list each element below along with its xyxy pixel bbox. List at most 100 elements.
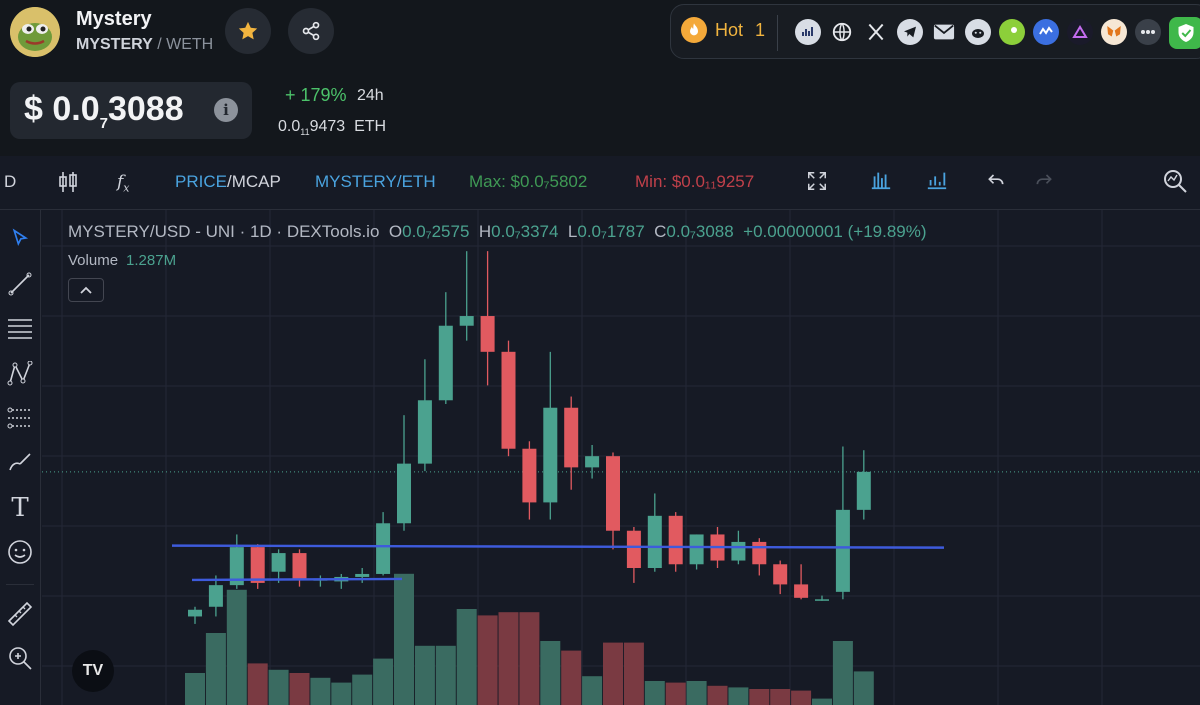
volume-bar <box>268 669 289 705</box>
chevron-up-icon <box>80 286 92 294</box>
volume-bar <box>770 689 791 705</box>
volume-value: 1.287M <box>126 252 177 269</box>
x-icon[interactable] <box>863 19 889 45</box>
volume-bar <box>540 641 561 705</box>
candle-body <box>856 471 871 510</box>
horizontal-lines-icon[interactable] <box>4 312 36 344</box>
metamask-icon[interactable] <box>1101 19 1127 45</box>
drawing-toolbar: T <box>0 210 41 705</box>
pepe-avatar-icon <box>10 7 60 57</box>
telegram-icon[interactable] <box>897 19 923 45</box>
divider <box>777 15 778 51</box>
candle-body <box>543 407 558 503</box>
social-icons <box>795 19 1161 45</box>
token-header: Mystery MYSTERY / WETH Hot 1 <box>0 0 1200 156</box>
volume-bar <box>561 650 582 705</box>
info-icon[interactable]: i <box>214 98 238 122</box>
candle-body <box>647 515 662 568</box>
candle-body <box>731 541 746 561</box>
dextools-icon[interactable] <box>795 19 821 45</box>
indicators-icon[interactable]: fx <box>117 172 130 195</box>
favorite-button[interactable] <box>225 8 271 54</box>
volume-bar <box>832 641 853 705</box>
candle-body <box>815 599 829 601</box>
volume-bar <box>414 645 435 705</box>
candle-body <box>752 541 767 565</box>
volume-bar <box>226 589 247 705</box>
candle-body <box>668 515 683 565</box>
candle-body <box>250 547 265 583</box>
volume-bar <box>853 671 874 705</box>
volume-bar <box>247 663 268 705</box>
candle-body <box>188 609 202 617</box>
min-price: Min: $0.0₁₁9257 <box>635 172 755 191</box>
eth-price: 0.0119473 ETH <box>278 118 387 138</box>
price-mcap-toggle[interactable]: PRICE/MCAP <box>175 172 281 191</box>
collapse-legend-button[interactable] <box>68 278 104 302</box>
candle-body <box>417 400 432 464</box>
volume-bar <box>519 612 540 705</box>
undo-icon[interactable] <box>986 170 1006 195</box>
volume-bars-icon[interactable] <box>870 169 892 196</box>
change-period: 24h <box>357 87 384 104</box>
dapp-icon[interactable] <box>1067 19 1093 45</box>
fib-icon[interactable] <box>4 402 36 434</box>
hot-badge[interactable]: Hot 1 <box>681 17 765 43</box>
mail-icon[interactable] <box>931 19 957 45</box>
candlestick-chart[interactable] <box>42 210 1200 705</box>
coinmarketcap-icon[interactable] <box>1033 19 1059 45</box>
pair-toggle[interactable]: MYSTERY/ETH <box>315 172 436 191</box>
cursor-icon[interactable] <box>4 222 36 254</box>
trendline-icon[interactable] <box>4 268 36 300</box>
candle-body <box>794 584 809 598</box>
candle-body <box>438 325 453 401</box>
social-links-bar: Hot 1 <box>670 4 1200 59</box>
candle-body <box>564 407 579 468</box>
legend-title: MYSTERY/USD - UNI · 1D · DEXTools.io <box>68 222 380 241</box>
token-pair: MYSTERY / WETH <box>76 36 213 54</box>
chart-type-icon[interactable] <box>926 169 948 196</box>
text-icon[interactable]: T <box>11 493 29 523</box>
globe-icon[interactable] <box>829 19 855 45</box>
legend-close: 0.0₇3088 <box>666 222 734 241</box>
share-button[interactable] <box>288 8 334 54</box>
more-icon[interactable] <box>1135 19 1161 45</box>
volume-bar <box>791 690 812 705</box>
volume-bar <box>686 681 707 705</box>
volume-bar <box>728 687 749 705</box>
tradingview-logo[interactable]: TV <box>72 650 114 692</box>
volume-bar <box>644 681 665 705</box>
legend-change: +0.00000001 (+19.89%) <box>743 222 927 241</box>
fullscreen-icon[interactable] <box>806 170 828 197</box>
candle-body <box>376 523 391 574</box>
redo-icon[interactable] <box>1034 170 1054 195</box>
reddit-icon[interactable] <box>965 19 991 45</box>
pattern-icon[interactable] <box>4 358 36 390</box>
zoom-chart-icon[interactable] <box>1162 168 1188 199</box>
candle-body <box>606 456 620 531</box>
volume-bar <box>623 642 644 705</box>
candle-body <box>459 316 474 326</box>
volume-bar <box>707 685 728 705</box>
share-icon <box>302 21 320 41</box>
ruler-icon[interactable] <box>4 598 36 630</box>
green-dex-icon[interactable] <box>999 19 1025 45</box>
candle-body <box>271 553 286 572</box>
candle-body <box>480 316 495 352</box>
emoji-icon[interactable] <box>4 536 36 568</box>
interval-button[interactable]: D <box>4 172 17 191</box>
candles-icon[interactable] <box>58 170 78 199</box>
support-line <box>171 544 945 549</box>
quote-symbol: WETH <box>166 36 214 53</box>
candle-body <box>585 456 600 468</box>
volume-bar <box>812 698 832 705</box>
brush-icon[interactable] <box>4 446 36 478</box>
volume-bar <box>331 682 352 705</box>
chart-panel: D fx PRICE/MCAP MYSTERY/ETH Max: $0.0₇58… <box>0 156 1200 705</box>
audit-shield-icon[interactable] <box>1169 17 1200 49</box>
chart-toolbar: D fx PRICE/MCAP MYSTERY/ETH Max: $0.0₇58… <box>0 156 1200 210</box>
zoom-icon[interactable] <box>4 642 36 674</box>
legend-open: 0.0₇2575 <box>402 222 470 241</box>
candle-body <box>208 585 223 607</box>
candle-body <box>501 351 516 449</box>
